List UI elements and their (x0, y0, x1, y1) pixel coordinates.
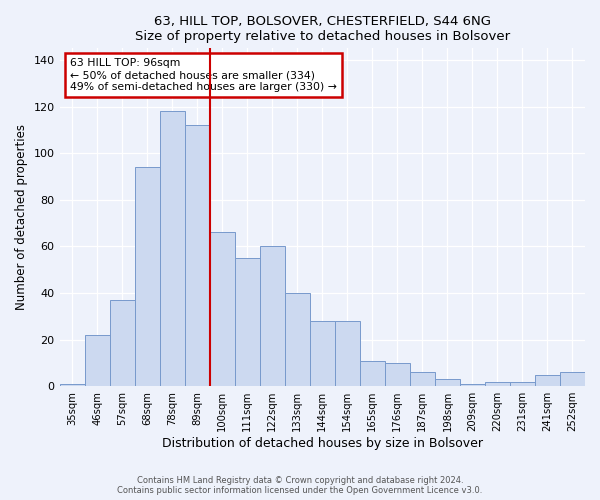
Bar (160, 111, 185, 386)
Bar (335, 321, 360, 386)
Bar (435, 379, 460, 386)
Text: Contains HM Land Registry data © Crown copyright and database right 2024.
Contai: Contains HM Land Registry data © Crown c… (118, 476, 482, 495)
Bar (310, 321, 335, 386)
Bar (410, 372, 435, 386)
Title: 63, HILL TOP, BOLSOVER, CHESTERFIELD, S44 6NG
Size of property relative to detac: 63, HILL TOP, BOLSOVER, CHESTERFIELD, S4… (135, 15, 510, 43)
Y-axis label: Number of detached properties: Number of detached properties (15, 124, 28, 310)
X-axis label: Distribution of detached houses by size in Bolsover: Distribution of detached houses by size … (162, 437, 483, 450)
Bar (209, 232, 235, 386)
Bar (85, 335, 110, 386)
Bar (59, 384, 85, 386)
Bar (185, 125, 209, 386)
Bar (535, 374, 560, 386)
Bar (260, 246, 285, 386)
Bar (560, 372, 585, 386)
Bar (110, 300, 134, 386)
Bar (285, 293, 310, 386)
Bar (510, 382, 535, 386)
Bar (485, 382, 510, 386)
Bar (360, 360, 385, 386)
Bar (385, 363, 410, 386)
Bar (134, 167, 160, 386)
Text: 63 HILL TOP: 96sqm
← 50% of detached houses are smaller (334)
49% of semi-detach: 63 HILL TOP: 96sqm ← 50% of detached hou… (70, 58, 337, 92)
Bar (235, 258, 260, 386)
Bar (460, 384, 485, 386)
